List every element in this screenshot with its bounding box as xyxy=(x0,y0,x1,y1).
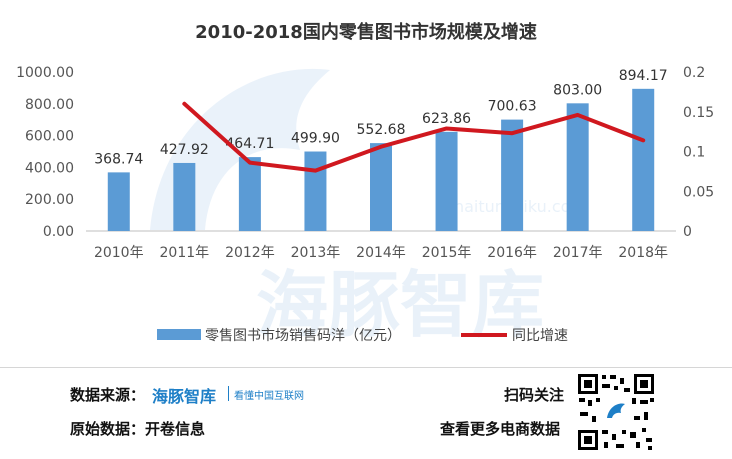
qr-code-icon[interactable] xyxy=(576,372,656,452)
left-axis: 0.00 200.00 400.00 600.00 800.00 1000.00 xyxy=(16,65,74,240)
bar-data-label: 427.92 xyxy=(160,142,209,158)
raw-data-source: 原始数据：开卷信息 xyxy=(70,420,206,438)
y-left-tick-label: 200.00 xyxy=(25,192,74,208)
x-tick-label: 2013年 xyxy=(291,245,341,261)
legend-bar-swatch xyxy=(157,329,201,340)
bar xyxy=(501,119,524,231)
bar xyxy=(107,172,130,231)
growth-point xyxy=(313,169,317,173)
growth-point xyxy=(576,113,580,117)
bar-data-label: 499.90 xyxy=(291,131,340,147)
right-axis: 0 0.05 0.1 0.15 0.2 xyxy=(683,65,714,240)
y-right-tick-label: 0 xyxy=(683,224,692,240)
x-axis-labels: 2010年 2011年 2012年 2013年 2014年 2015年 2016年 2017年… xyxy=(94,245,668,261)
y-right-tick-label: 0.15 xyxy=(683,105,714,121)
x-tick-label: 2018年 xyxy=(618,245,668,261)
bar xyxy=(435,131,458,231)
x-tick-label: 2012年 xyxy=(225,245,275,261)
y-right-tick-label: 0.1 xyxy=(683,145,705,161)
bar-data-label: 552.68 xyxy=(357,122,406,138)
more-data-label: 查看更多电商数据 xyxy=(440,420,561,438)
growth-point xyxy=(182,102,186,106)
growth-point xyxy=(641,138,645,142)
bar-data-label: 894.17 xyxy=(619,68,668,84)
bar-data-label: 803.00 xyxy=(553,82,602,98)
chart-canvas: 海豚智库 haitunzhiku.com 2010-2018国内零售图书市场规模… xyxy=(16,21,715,347)
growth-point xyxy=(248,161,252,165)
growth-line-series xyxy=(182,101,646,173)
bar-data-labels: 368.74 427.92 464.71 499.90 552.68 623.86 700.… xyxy=(94,68,667,168)
y-left-tick-label: 600.00 xyxy=(25,129,74,145)
x-tick-label: 2016年 xyxy=(487,245,537,261)
bar xyxy=(632,88,655,232)
y-right-tick-label: 0.2 xyxy=(683,65,705,81)
bar xyxy=(566,103,589,231)
y-left-tick-label: 800.00 xyxy=(25,97,74,113)
bar-data-label: 623.86 xyxy=(422,111,471,127)
bar xyxy=(238,157,261,231)
scan-follow-label: 扫码关注 xyxy=(504,386,565,404)
y-left-tick-label: 1000.00 xyxy=(16,65,74,81)
growth-point xyxy=(510,131,514,135)
bar-data-label: 368.74 xyxy=(94,151,143,167)
logo-divider xyxy=(228,386,229,401)
x-tick-label: 2014年 xyxy=(356,245,406,261)
legend-line-label: 同比增速 xyxy=(512,328,568,344)
x-tick-label: 2015年 xyxy=(422,245,472,261)
growth-point xyxy=(445,126,449,130)
legend-bar-label: 零售图书市场销售码洋（亿元） xyxy=(205,327,401,344)
bar xyxy=(304,151,327,231)
source-label: 数据来源： xyxy=(70,386,146,404)
chart-title: 2010-2018国内零售图书市场规模及增速 xyxy=(195,21,537,43)
bar-data-label: 464.71 xyxy=(225,136,274,152)
bar xyxy=(173,162,196,231)
x-tick-label: 2011年 xyxy=(160,245,210,261)
bar-data-label: 700.63 xyxy=(488,99,537,115)
y-right-tick-label: 0.05 xyxy=(683,184,714,200)
x-tick-label: 2017年 xyxy=(553,245,603,261)
brand-tagline: 看懂中国互联网 xyxy=(234,391,304,402)
y-left-tick-label: 0.00 xyxy=(43,224,74,240)
brand-logo: 海豚智库 xyxy=(152,387,217,406)
growth-line xyxy=(182,101,646,173)
growth-point xyxy=(379,145,383,149)
bar xyxy=(370,143,392,231)
y-left-tick-label: 400.00 xyxy=(25,160,74,176)
qr-dolphin-logo xyxy=(607,403,625,418)
x-tick-label: 2010年 xyxy=(94,245,144,261)
legend: 零售图书市场销售码洋（亿元） 同比增速 xyxy=(157,327,568,344)
bar-series xyxy=(107,88,655,232)
